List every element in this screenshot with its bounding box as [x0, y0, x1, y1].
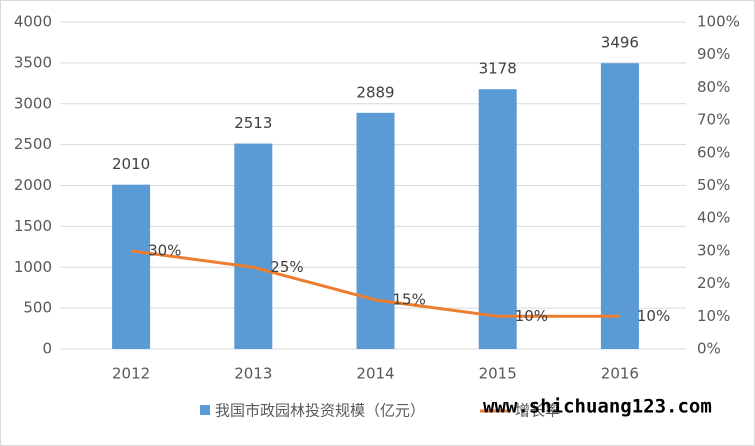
bar-value-label: 2889 — [356, 83, 394, 101]
bar — [600, 63, 639, 350]
y-tick-label: 1500 — [14, 217, 52, 235]
line-value-label: 15% — [393, 290, 426, 308]
y-tick-label: 1000 — [14, 258, 52, 276]
y2-tick-label: 20% — [697, 274, 730, 292]
y-tick-label: 4000 — [14, 13, 52, 31]
x-tick-label: 2014 — [356, 365, 394, 383]
line — [130, 249, 620, 318]
line-value-label: 30% — [148, 241, 181, 259]
bar — [356, 112, 395, 349]
bar-value-label: 2513 — [234, 114, 272, 132]
watermark: www.shichuang123.com — [483, 396, 712, 418]
y-tick-label: 2500 — [14, 135, 52, 153]
line-value-label: 25% — [270, 258, 303, 276]
y2-tick-label: 90% — [697, 45, 730, 63]
y-tick-label: 3500 — [14, 53, 52, 71]
legend-label: 我国市政园林投资规模（亿元） — [215, 402, 425, 420]
y2-tick-label: 30% — [697, 241, 730, 259]
y-tick-label: 3000 — [14, 94, 52, 112]
y2-tick-label: 50% — [697, 176, 730, 194]
x-tick-label: 2012 — [112, 365, 150, 383]
y2-tick-label: 100% — [697, 13, 740, 31]
bar-value-label: 3496 — [601, 34, 639, 52]
bar — [234, 143, 273, 349]
line-value-label: 10% — [515, 307, 548, 325]
x-tick-label: 2015 — [479, 365, 517, 383]
bar — [478, 89, 517, 350]
y2-tick-label: 10% — [697, 307, 730, 325]
x-tick-label: 2016 — [601, 365, 639, 383]
y2-tick-label: 0% — [697, 340, 721, 358]
y2-tick-label: 80% — [697, 78, 730, 96]
y-tick-label: 2000 — [14, 176, 52, 194]
x-tick-label: 2013 — [234, 365, 272, 383]
line-value-label: 10% — [637, 307, 670, 325]
y2-tick-label: 60% — [697, 143, 730, 161]
y-tick-label: 0 — [42, 340, 52, 358]
y-tick-label: 500 — [23, 299, 52, 317]
legend-label: 增长率 — [515, 402, 560, 420]
bar-value-label: 3178 — [479, 60, 517, 78]
y2-tick-label: 40% — [697, 209, 730, 227]
bar — [112, 184, 151, 349]
bar-value-label: 2010 — [112, 155, 150, 173]
legend-swatch — [200, 405, 210, 415]
y2-tick-label: 70% — [697, 111, 730, 129]
